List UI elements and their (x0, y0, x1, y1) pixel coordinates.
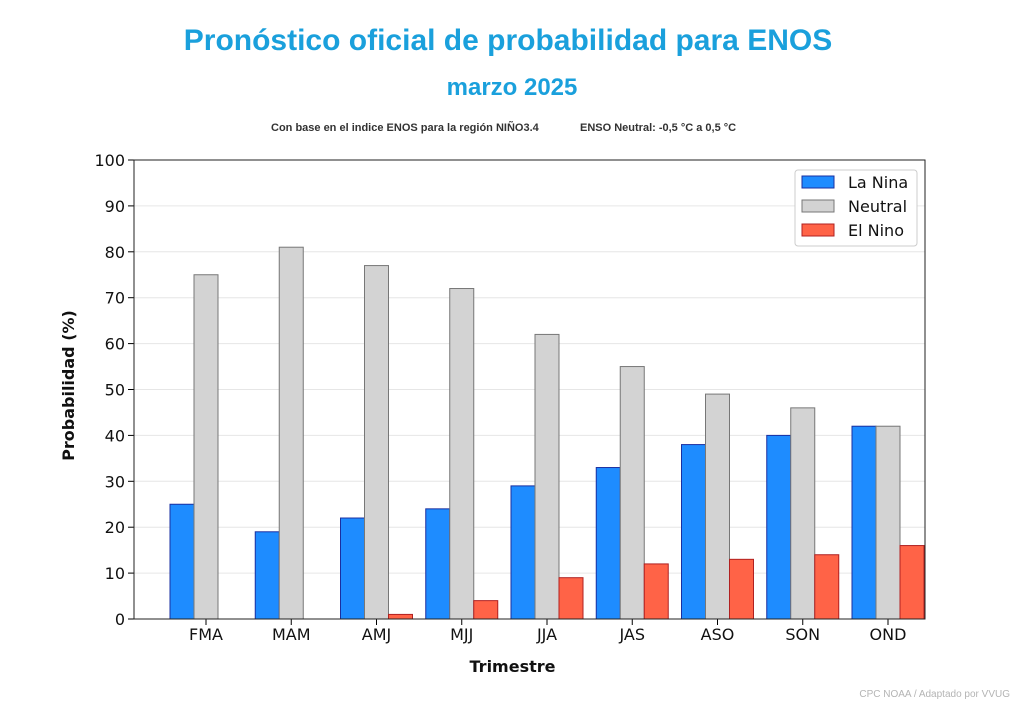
bar-el-nino (473, 600, 499, 620)
bar-la-nina (340, 517, 365, 620)
y-axis-label: Probabilidad (%) (59, 310, 78, 461)
bar-neutral (449, 288, 475, 620)
y-tick-label: 50 (105, 381, 125, 400)
bar-neutral (705, 393, 730, 620)
bar-la-nina (681, 444, 706, 620)
bar-la-nina (766, 434, 792, 620)
y-tick-label: 60 (105, 335, 125, 354)
y-tick-label: 10 (105, 564, 125, 583)
bar-neutral (790, 407, 816, 620)
y-tick-label: 100 (94, 151, 125, 170)
bar-la-nina (510, 485, 536, 620)
x-tick-label: AMJ (362, 625, 391, 644)
y-tick-label: 80 (105, 243, 125, 262)
bar-el-nino (814, 554, 840, 620)
bar-neutral (364, 265, 389, 620)
x-tick-label: JAS (618, 625, 645, 644)
chart-title: Pronóstico oficial de probabilidad para … (183, 24, 833, 57)
y-tick-label: 30 (105, 472, 125, 491)
bar-neutral (193, 274, 219, 620)
bar-neutral (278, 246, 304, 620)
bar-la-nina (595, 467, 621, 620)
y-tick-label: 20 (105, 518, 125, 537)
legend-label-el-nino: El Nino (848, 221, 904, 240)
credit-text: CPC NOAA / Adaptado por VVUG (859, 689, 1010, 700)
plot-frame (133, 159, 926, 620)
bar-la-nina (254, 531, 280, 620)
legend: La Nina Neutral El Nino (794, 169, 918, 247)
legend-swatch-el-nino (801, 223, 835, 237)
bar-el-nino (558, 577, 584, 620)
legend-label-la-nina: La Nina (848, 173, 908, 192)
neutral-range-note: ENSO Neutral: -0,5 °C a 0,5 °C (580, 122, 737, 134)
legend-label-neutral: Neutral (848, 197, 907, 216)
y-tick-label: 90 (105, 197, 125, 216)
bar-la-nina (425, 508, 451, 620)
bar-el-nino (729, 558, 754, 620)
bar-neutral (534, 333, 560, 620)
index-note: Con base en el indice ENOS para la regió… (271, 122, 539, 134)
bar-neutral (619, 366, 645, 620)
x-tick-label: OND (870, 625, 907, 644)
x-tick-label: FMA (189, 625, 223, 644)
y-tick-label: 0 (115, 610, 125, 629)
bar-el-nino (388, 613, 413, 620)
bar-neutral (875, 425, 901, 620)
bar-la-nina (169, 503, 195, 620)
bar-la-nina (851, 425, 877, 620)
chart-subtitle: marzo 2025 (446, 74, 578, 101)
bar-el-nino (643, 563, 669, 620)
x-tick-label: MAM (272, 625, 311, 644)
y-tick-label: 40 (105, 426, 125, 445)
x-tick-label: SON (785, 625, 820, 644)
y-tick-label: 70 (105, 289, 125, 308)
x-tick-label: JJA (536, 625, 557, 644)
x-tick-label: ASO (701, 625, 735, 644)
legend-swatch-la-nina (801, 175, 835, 189)
bar-el-nino (899, 545, 925, 620)
x-axis-label: Trimestre (470, 657, 556, 676)
x-tick-label: MJJ (450, 625, 473, 644)
legend-swatch-neutral (801, 199, 835, 213)
